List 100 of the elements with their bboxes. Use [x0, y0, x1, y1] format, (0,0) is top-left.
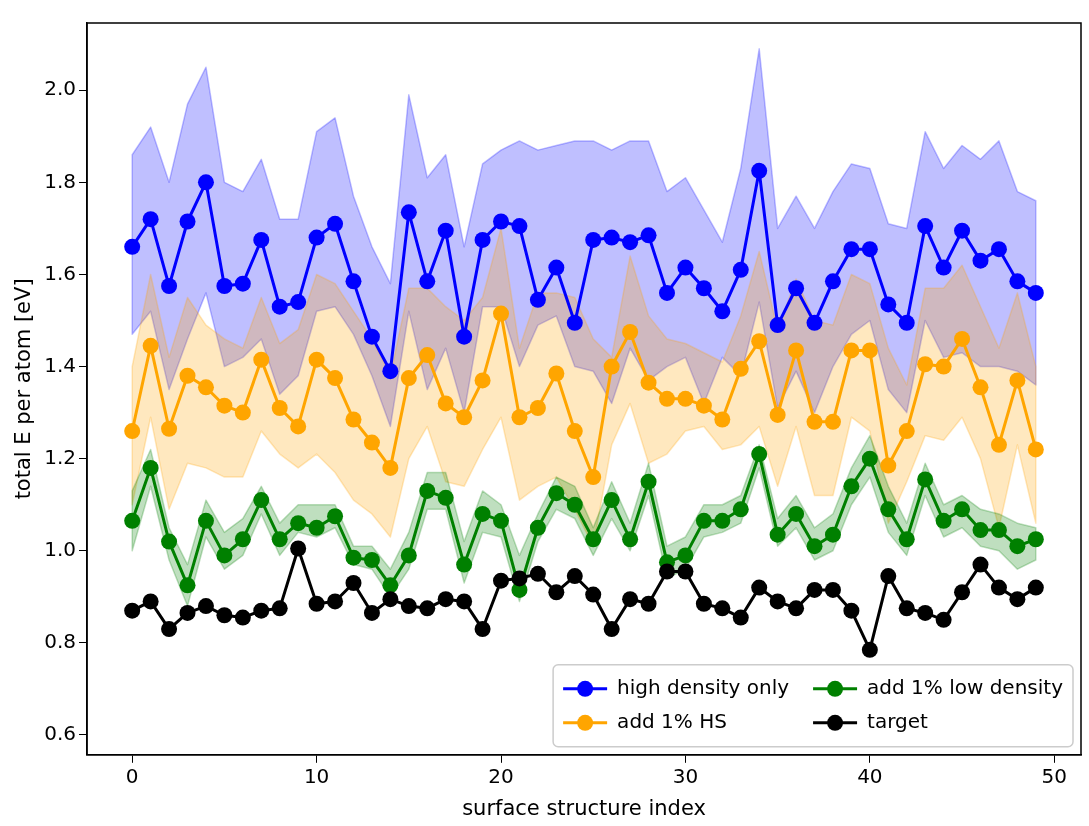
point — [640, 473, 657, 490]
point — [1009, 591, 1026, 608]
point — [493, 512, 510, 529]
point — [880, 296, 897, 313]
y-tick-label: 2.0 — [44, 76, 77, 101]
point — [179, 367, 196, 384]
point — [990, 579, 1007, 596]
point — [714, 600, 731, 617]
point — [898, 423, 915, 440]
point — [788, 600, 805, 617]
point — [382, 363, 399, 380]
point — [363, 551, 380, 568]
y-tick-label: 0.8 — [44, 629, 77, 654]
point — [861, 450, 878, 467]
point — [954, 584, 971, 601]
point — [327, 215, 344, 232]
point — [658, 563, 675, 580]
point — [695, 397, 712, 414]
point — [824, 273, 841, 290]
point — [419, 482, 436, 499]
point — [861, 641, 878, 658]
point — [400, 370, 417, 387]
point — [695, 512, 712, 529]
point — [327, 370, 344, 387]
point — [511, 218, 528, 235]
point — [179, 577, 196, 594]
point — [732, 609, 749, 626]
point — [585, 531, 602, 548]
point — [677, 547, 694, 564]
x-tick-label: 50 — [1041, 764, 1067, 788]
point — [788, 280, 805, 297]
point — [161, 277, 178, 294]
point — [548, 365, 565, 382]
point — [197, 174, 214, 191]
point — [695, 595, 712, 612]
legend-label: add 1% low density — [867, 675, 1064, 699]
point — [990, 241, 1007, 258]
point — [677, 563, 694, 580]
point — [658, 390, 675, 407]
point — [124, 423, 141, 440]
legend-label: target — [867, 709, 929, 733]
y-tick-label: 1.8 — [44, 168, 77, 193]
point — [216, 547, 233, 564]
point — [603, 621, 620, 638]
point — [769, 317, 786, 334]
point — [142, 459, 159, 476]
point — [271, 600, 288, 617]
point — [327, 508, 344, 525]
point — [290, 515, 307, 532]
point — [474, 231, 491, 248]
point — [843, 602, 860, 619]
point — [990, 436, 1007, 453]
point — [622, 531, 639, 548]
point — [990, 522, 1007, 539]
point — [1027, 441, 1044, 458]
point — [124, 602, 141, 619]
point — [585, 469, 602, 486]
point — [806, 581, 823, 598]
point — [935, 512, 952, 529]
point — [456, 593, 473, 610]
point — [566, 496, 583, 513]
point — [253, 602, 270, 619]
point — [622, 234, 639, 251]
point — [290, 418, 307, 435]
point — [234, 275, 251, 292]
point — [898, 531, 915, 548]
point — [511, 409, 528, 426]
legend-label: high density only — [617, 675, 790, 699]
point — [548, 259, 565, 276]
point — [566, 568, 583, 585]
point — [769, 526, 786, 543]
point — [308, 595, 325, 612]
point — [917, 218, 934, 235]
point — [806, 413, 823, 430]
point — [456, 556, 473, 573]
point — [216, 397, 233, 414]
point — [345, 273, 362, 290]
point — [880, 568, 897, 585]
point — [308, 351, 325, 368]
y-tick-label: 1.0 — [44, 536, 77, 561]
point — [197, 379, 214, 396]
point — [308, 229, 325, 246]
point — [437, 395, 454, 412]
point — [327, 593, 344, 610]
point — [880, 501, 897, 518]
point — [271, 531, 288, 548]
x-axis-title: surface structure index — [462, 795, 706, 820]
x-tick-label: 40 — [857, 764, 883, 788]
point — [437, 222, 454, 239]
point — [880, 457, 897, 474]
point — [806, 538, 823, 555]
point — [271, 400, 288, 417]
point — [622, 324, 639, 341]
point — [493, 213, 510, 230]
point — [640, 595, 657, 612]
point — [253, 492, 270, 509]
point — [732, 501, 749, 518]
point — [972, 379, 989, 396]
point — [234, 404, 251, 421]
point — [474, 372, 491, 389]
